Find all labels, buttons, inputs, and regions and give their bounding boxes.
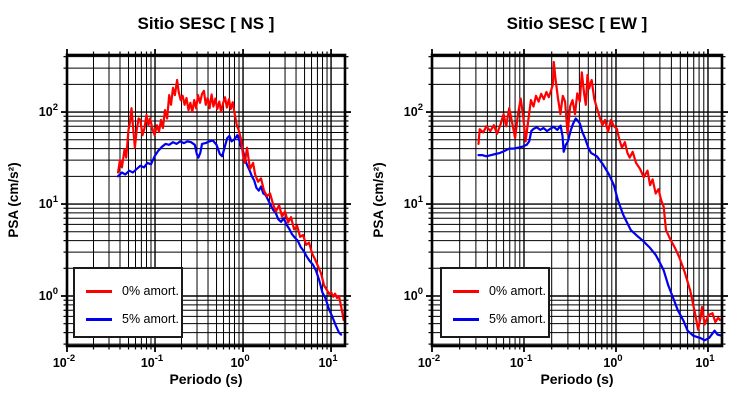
left-legend: 0% amort. 5% amort. (73, 267, 183, 338)
curve-0amort (116, 78, 345, 321)
svg-text:101: 101 (404, 194, 424, 211)
svg-text:10-2: 10-2 (418, 353, 440, 370)
left-y-axis-label: PSA (cm/s²) (6, 162, 21, 238)
legend-item: 5% amort. (75, 311, 181, 327)
red-line-swatch (453, 289, 479, 293)
legend-item: 5% amort. (442, 311, 548, 327)
svg-text:101: 101 (318, 353, 338, 370)
curve-0amort (477, 60, 722, 331)
svg-text:101: 101 (695, 353, 715, 370)
right-x-axis-label: Periodo (s) (540, 371, 614, 387)
svg-text:100: 100 (230, 353, 249, 370)
svg-text:10-1: 10-1 (510, 353, 533, 370)
legend-item: 0% amort. (442, 283, 548, 299)
legend-item: 0% amort. (75, 283, 181, 299)
curve-5amort (116, 134, 343, 336)
right-plot-title: Sitio SESC [ EW ] (506, 14, 648, 33)
legend-label-0pct: 0% amort. (122, 284, 179, 298)
svg-text:10-2: 10-2 (53, 353, 75, 370)
legend-label-5pct: 5% amort. (122, 312, 179, 326)
blue-line-swatch (86, 317, 112, 321)
legend-label-0pct: 0% amort. (489, 284, 546, 298)
left-x-axis-label: Periodo (s) (169, 371, 243, 387)
svg-text:10-1: 10-1 (141, 353, 164, 370)
right-y-axis-label: PSA (cm/s²) (371, 162, 386, 238)
svg-text:101: 101 (39, 194, 59, 211)
right-legend: 0% amort. 5% amort. (440, 267, 550, 338)
red-line-swatch (86, 289, 112, 293)
left-plot-title: Sitio SESC [ NS ] (137, 14, 275, 33)
svg-text:102: 102 (404, 102, 423, 119)
svg-text:102: 102 (39, 102, 58, 119)
svg-text:100: 100 (39, 286, 58, 303)
svg-text:100: 100 (404, 286, 423, 303)
blue-line-swatch (453, 317, 479, 321)
curve-5amort (477, 117, 722, 342)
svg-text:100: 100 (603, 353, 622, 370)
legend-label-5pct: 5% amort. (489, 312, 546, 326)
